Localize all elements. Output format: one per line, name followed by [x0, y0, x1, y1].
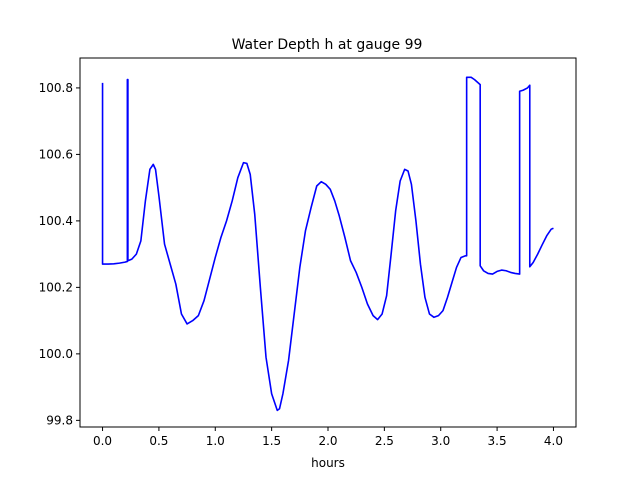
plot-area — [101, 76, 554, 412]
y-tick-label: 100.4 — [39, 214, 73, 228]
x-tick-label: 1.5 — [262, 434, 281, 448]
x-tick-label: 3.0 — [431, 434, 450, 448]
y-tick-label: 100.6 — [39, 147, 73, 161]
x-tick-label: 3.5 — [488, 434, 507, 448]
x-tick-label: 2.5 — [375, 434, 394, 448]
x-tick-label: 4.0 — [544, 434, 563, 448]
axes-frame — [79, 57, 577, 428]
series-line-water-depth — [101, 76, 554, 412]
chart-title: Water Depth h at gauge 99 — [232, 37, 423, 53]
y-tick-label: 99.8 — [46, 413, 73, 427]
x-tick-label: 2.0 — [318, 434, 337, 448]
y-tick-label: 100.8 — [39, 81, 73, 95]
y-tick-label: 100.0 — [39, 347, 73, 361]
x-axis-label: hours — [311, 456, 345, 470]
axes-ticks: 0.0 0.5 1.0 1.5 2.0 2.5 3.0 3.5 4.0 99.8 100.0 100.… — [39, 81, 563, 448]
x-tick-label: 1.0 — [206, 434, 225, 448]
x-tick-label: 0.0 — [93, 434, 112, 448]
x-tick-label: 0.5 — [149, 434, 168, 448]
y-tick-label: 100.2 — [39, 280, 73, 294]
